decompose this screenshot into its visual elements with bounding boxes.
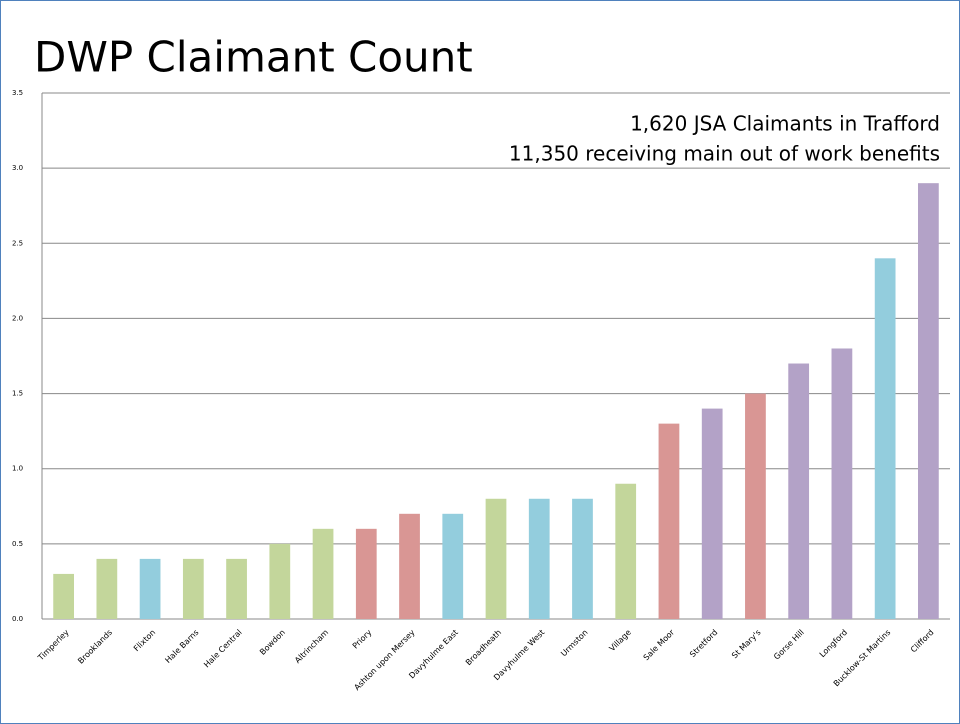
bar — [615, 483, 637, 619]
bar — [312, 528, 334, 619]
bar — [745, 393, 766, 619]
bar — [528, 498, 550, 619]
bar — [399, 513, 420, 619]
bar — [701, 408, 723, 619]
y-tick-label: 3.0 — [12, 164, 23, 172]
bar — [572, 498, 593, 619]
bar — [355, 528, 377, 619]
bar — [96, 558, 118, 619]
bar — [918, 183, 939, 619]
bar — [874, 258, 896, 619]
chart-title: DWP Claimant Count — [34, 33, 473, 82]
annotation: 1,620 JSA Claimants in Trafford — [630, 112, 940, 136]
bar — [139, 558, 161, 619]
bar — [658, 423, 680, 619]
y-tick-label: 2.5 — [12, 239, 23, 247]
bar — [831, 348, 853, 619]
bar — [269, 543, 291, 619]
bar — [485, 498, 507, 619]
bar — [226, 558, 247, 619]
annotation: 11,350 receiving main out of work benefi… — [509, 142, 940, 166]
y-tick-label: 1.0 — [12, 465, 23, 473]
y-tick-label: 1.5 — [12, 390, 23, 398]
bar — [788, 363, 810, 619]
y-tick-label: 0.5 — [12, 540, 23, 548]
bar — [442, 513, 464, 619]
y-tick-label: 3.5 — [12, 89, 23, 97]
y-tick-label: 2.0 — [12, 314, 23, 322]
bar — [53, 573, 74, 619]
bar — [182, 558, 204, 619]
y-tick-label: 0.0 — [12, 615, 23, 623]
